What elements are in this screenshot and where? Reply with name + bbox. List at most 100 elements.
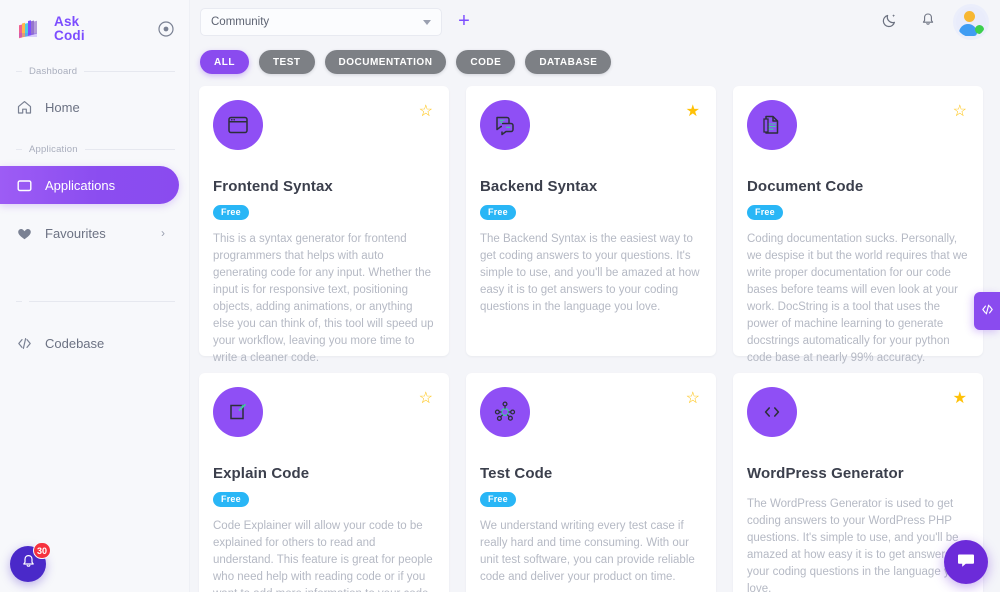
divider-left (16, 70, 22, 72)
chat-bubbles-icon (480, 100, 530, 150)
card-description: The Backend Syntax is the easiest way to… (480, 232, 700, 313)
moon-icon (881, 11, 899, 34)
status-badge: Free (480, 204, 516, 220)
favourite-star-icon[interactable]: ☆ (685, 390, 700, 407)
app-card-explain-code[interactable]: ☆ Explain Code Free Code Explainer will … (199, 373, 449, 592)
notifications-button[interactable] (918, 12, 938, 32)
app-card-grid: ☆ Frontend Syntax Free This is a syntax … (190, 74, 1000, 592)
chip-label: CODE (470, 56, 502, 68)
browser-window-icon (213, 100, 263, 150)
avatar-status-dot (975, 25, 984, 34)
sidebar-item-label: Codebase (45, 335, 105, 351)
workspace-select[interactable]: Community (200, 8, 442, 36)
dark-mode-toggle[interactable] (880, 12, 900, 32)
sidebar-item-home[interactable]: Home (0, 88, 179, 126)
chip-label: TEST (272, 56, 301, 68)
code-brackets-icon (16, 335, 33, 352)
chat-bubble-icon (955, 549, 977, 576)
card-description: The WordPress Generator is used to get c… (747, 498, 964, 592)
brand-line1: Ask (54, 14, 80, 29)
home-icon (16, 99, 33, 116)
chevron-down-icon (423, 19, 431, 25)
divider-left (16, 300, 22, 302)
brand[interactable]: Ask Codi (0, 0, 189, 48)
sidebar-section-dashboard: Dashboard (0, 64, 189, 78)
card-description: Coding documentation sucks. Personally, … (747, 232, 968, 364)
divider-right (29, 300, 175, 302)
network-nodes-icon (480, 387, 530, 437)
avatar[interactable] (956, 7, 986, 37)
bell-icon (919, 11, 937, 34)
status-badge: Free (480, 491, 516, 507)
sidebar-section-label: Application (29, 143, 78, 155)
favourite-star-icon[interactable]: ★ (952, 390, 967, 407)
window-icon (16, 177, 33, 194)
favourite-star-icon[interactable]: ☆ (418, 103, 433, 120)
plus-icon: + (458, 10, 470, 32)
heart-icon (16, 225, 33, 242)
document-icon (747, 100, 797, 150)
target-icon[interactable] (157, 20, 175, 38)
chip-label: ALL (214, 56, 235, 68)
bell-icon (20, 553, 37, 575)
card-title: Test Code (480, 465, 553, 482)
avatar-head (964, 11, 975, 22)
favourite-star-icon[interactable]: ☆ (952, 103, 967, 120)
sidebar-item-applications[interactable]: Applications (0, 166, 179, 204)
filter-chip-database[interactable]: DATABASE (525, 50, 612, 74)
main-content: Community + (190, 0, 1000, 592)
app-card-wordpress-generator[interactable]: ★ WordPress Generator The WordPress Gene… (733, 373, 983, 592)
filter-chip-test[interactable]: TEST (258, 50, 315, 74)
topbar-actions (880, 7, 986, 37)
card-title: Explain Code (213, 465, 310, 482)
notification-count-badge: 30 (32, 542, 51, 559)
app-card-frontend-syntax[interactable]: ☆ Frontend Syntax Free This is a syntax … (199, 86, 449, 364)
status-badge: Free (213, 204, 249, 220)
card-title: Backend Syntax (480, 178, 598, 195)
brand-name: Ask Codi (54, 15, 85, 43)
status-badge: Free (747, 204, 783, 220)
topbar: Community + (190, 0, 1000, 44)
filter-chips: ALL TEST DOCUMENTATION CODE DATABASE (190, 44, 1000, 74)
card-description: We understand writing every test case if… (480, 519, 695, 583)
sidebar-item-label: Home (45, 99, 80, 115)
favourite-star-icon[interactable]: ☆ (418, 390, 433, 407)
code-panel-toggle[interactable] (974, 292, 1000, 330)
sidebar-item-codebase[interactable]: Codebase (0, 324, 179, 362)
sidebar-item-label: Favourites (45, 225, 106, 241)
chevron-right-icon: › (161, 226, 165, 240)
magic-wand-square-icon (213, 387, 263, 437)
sidebar-section-other (0, 294, 189, 308)
card-title: Frontend Syntax (213, 178, 333, 195)
card-description: This is a syntax generator for frontend … (213, 232, 434, 364)
card-title: WordPress Generator (747, 465, 904, 482)
sidebar: Ask Codi Dashboard Home (0, 0, 190, 592)
code-arrows-icon (747, 387, 797, 437)
favourite-star-icon[interactable]: ★ (685, 103, 700, 120)
app-card-document-code[interactable]: ☆ Document Code Free Coding documentatio… (733, 86, 983, 364)
app-card-backend-syntax[interactable]: ★ Backend Syntax Free The Backend Syntax… (466, 86, 716, 356)
filter-chip-all[interactable]: ALL (200, 50, 249, 74)
code-brackets-icon (980, 302, 995, 320)
avatar-body (959, 24, 977, 36)
chat-support-fab[interactable] (944, 540, 988, 584)
status-badge: Free (213, 491, 249, 507)
workspace-select-value: Community (211, 16, 270, 28)
sidebar-item-label: Applications (45, 177, 116, 193)
filter-chip-documentation[interactable]: DOCUMENTATION (324, 50, 447, 74)
divider-left (16, 148, 22, 150)
stacked-books-logo-icon (16, 15, 44, 43)
chip-label: DATABASE (539, 56, 598, 68)
app-card-test-code[interactable]: ☆ Test Code Free We understand writing e… (466, 373, 716, 592)
sidebar-item-favourites[interactable]: Favourites › (0, 214, 179, 252)
filter-chip-code[interactable]: CODE (456, 50, 516, 74)
brand-line2: Codi (54, 28, 85, 43)
divider-right (84, 148, 175, 150)
divider-right (84, 70, 175, 72)
sidebar-section-label: Dashboard (29, 65, 78, 77)
notifications-fab[interactable]: 30 (10, 542, 51, 582)
card-description: Code Explainer will allow your code to b… (213, 519, 433, 592)
card-title: Document Code (747, 178, 864, 195)
add-button[interactable]: + (454, 10, 474, 32)
